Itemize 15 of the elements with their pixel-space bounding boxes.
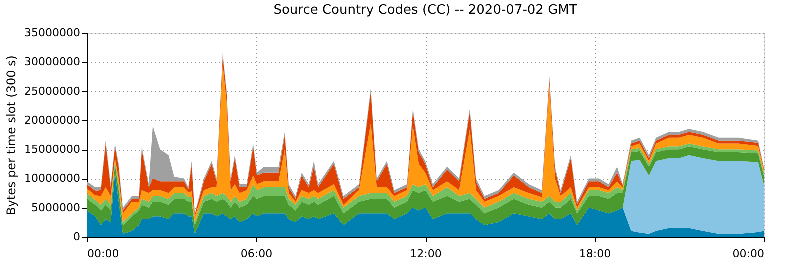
y-tick-label: 35000000 — [24, 26, 80, 40]
y-tick-label: 30000000 — [24, 56, 80, 69]
y-tick-label: 20000000 — [24, 114, 80, 127]
x-tick-label: 00:00 — [732, 248, 764, 260]
y-tick-label: 0 — [74, 230, 80, 244]
y-tick-label: 15000000 — [24, 143, 80, 156]
y-tick-label: 10000000 — [24, 172, 80, 186]
x-tick-label: 00:00 — [88, 248, 120, 260]
y-axis-title: Bytes per time slot (300 s) — [4, 56, 19, 216]
chart-title: Source Country Codes (CC) -- 2020-07-02 GMT — [274, 3, 578, 18]
y-tick-label: 5000000 — [32, 201, 80, 214]
x-tick-label: 18:00 — [579, 248, 612, 260]
x-tick-label: 06:00 — [240, 248, 273, 260]
x-tick-label: 12:00 — [410, 248, 442, 260]
y-tick-label: 25000000 — [24, 84, 80, 98]
